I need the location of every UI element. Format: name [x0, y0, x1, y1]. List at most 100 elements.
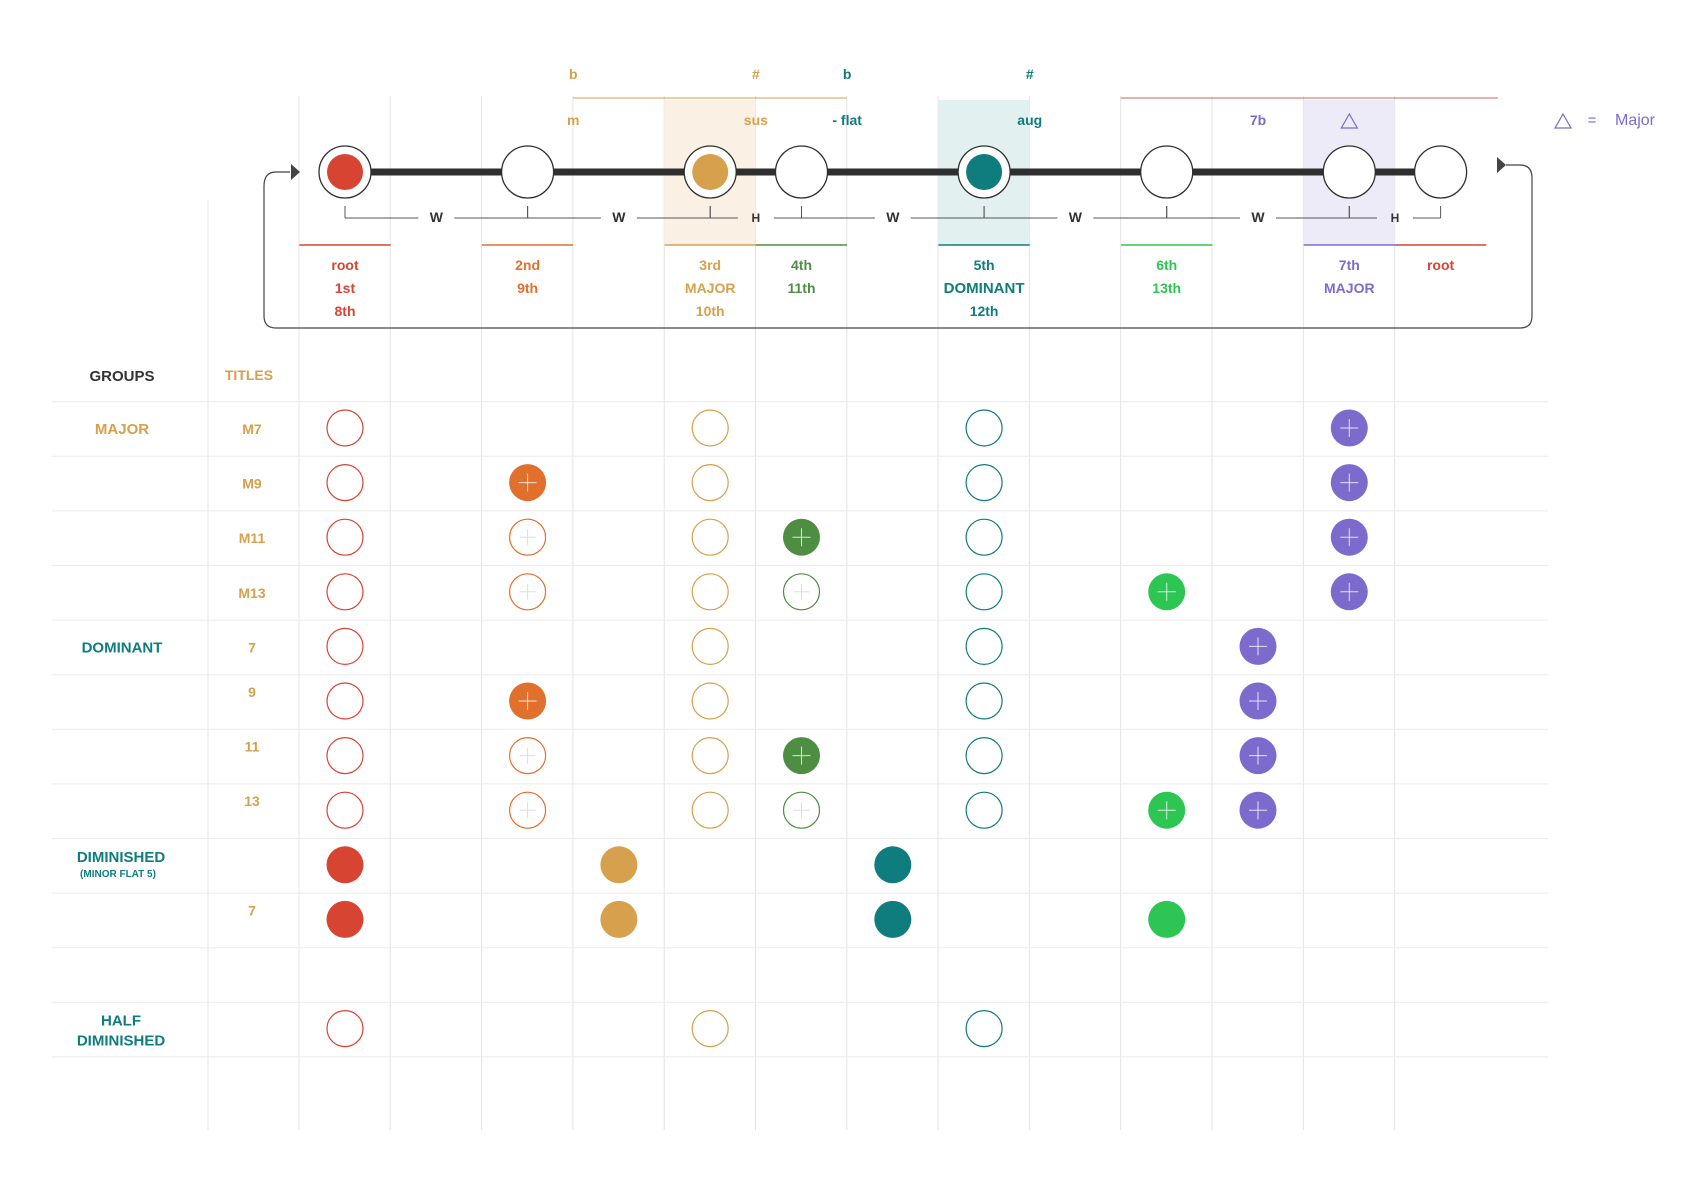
accidental-label: b	[569, 66, 578, 82]
chord-title: 11	[245, 739, 260, 755]
chord-tone	[691, 409, 729, 447]
chord-row	[326, 518, 1368, 556]
chord-tone	[965, 573, 1003, 611]
degree-label: 1st	[335, 280, 356, 296]
tone-outline-circle	[965, 573, 1003, 611]
scale-note	[1140, 145, 1194, 199]
degree-label: root	[331, 257, 359, 273]
chord-tone	[1148, 791, 1186, 829]
scale-note	[683, 145, 737, 199]
step-label: H	[752, 211, 761, 225]
chord-tone	[1330, 464, 1368, 502]
chord-title: M7	[242, 421, 262, 437]
chord-tone	[691, 573, 729, 611]
group-label: MAJOR	[95, 421, 149, 438]
scale-note	[774, 145, 829, 199]
degree-label: 10th	[696, 303, 725, 319]
chord-tone	[965, 518, 1003, 556]
legend-label: Major	[1615, 112, 1656, 129]
scale-note-ring	[1413, 145, 1468, 199]
accidental-label: #	[1026, 66, 1034, 82]
chord-tone	[508, 736, 547, 775]
degree-label: 13th	[1152, 280, 1181, 296]
scale-note	[1413, 145, 1468, 199]
chord-tone	[691, 736, 729, 775]
chord-tone	[600, 900, 638, 938]
tone-outline-circle	[691, 464, 729, 502]
scale-note	[318, 145, 372, 199]
chord-row	[326, 573, 1368, 611]
tone-outline-circle	[326, 1009, 364, 1048]
chord-tone	[691, 682, 729, 720]
chord-tone	[1148, 573, 1186, 611]
group-sublabel: (MINOR FLAT 5)	[80, 869, 156, 880]
chord-title: M13	[238, 585, 265, 601]
chord-tone	[691, 627, 729, 666]
chord-tone	[783, 737, 820, 775]
degree-label: 6th	[1156, 257, 1177, 273]
chord-tone	[965, 682, 1003, 720]
chord-tone	[965, 791, 1003, 829]
step-label: W	[1069, 209, 1083, 225]
tone-outline-circle	[965, 736, 1003, 775]
tone-outline-circle	[326, 573, 364, 611]
modifier-label: 7b	[1250, 112, 1266, 128]
chord-tone	[326, 627, 364, 666]
degree-label: MAJOR	[1324, 280, 1375, 296]
tone-outline-circle	[691, 409, 729, 447]
tone-outline-circle	[326, 682, 364, 720]
chord-tone	[509, 682, 547, 720]
scale-note-ring	[1140, 145, 1194, 199]
scale-note	[1322, 145, 1376, 199]
chord-tone	[326, 736, 364, 775]
degree-label: 3rd	[699, 257, 721, 273]
tone-outline-circle	[691, 518, 729, 556]
modifier-label: aug	[1017, 112, 1042, 128]
chord-tone	[691, 518, 729, 556]
tone-filled-circle	[1148, 900, 1186, 938]
tone-outline-circle	[691, 736, 729, 775]
legend-triangle-icon	[1553, 112, 1573, 129]
chord-tone	[691, 464, 729, 502]
tone-filled-circle	[600, 900, 638, 938]
degree-label: 9th	[517, 280, 538, 296]
degree-label: 2nd	[515, 257, 540, 273]
chord-tone	[1239, 791, 1277, 829]
modifier-label: m	[567, 112, 579, 128]
chord-row	[326, 900, 1186, 938]
tone-outline-circle	[691, 1009, 729, 1048]
chord-tone	[691, 791, 729, 829]
tone-filled-circle	[874, 846, 912, 884]
chord-title: 7	[248, 639, 256, 655]
accidental-label: b	[843, 66, 852, 82]
chord-tone	[874, 900, 912, 938]
tone-outline-circle	[965, 464, 1003, 502]
chord-tone	[783, 518, 820, 556]
degree-label: root	[1427, 257, 1455, 273]
chord-tone	[965, 409, 1003, 447]
scale-note-ring	[500, 145, 555, 199]
triangle-icon	[1340, 112, 1359, 129]
group-label-line2: DIMINISHED	[77, 1033, 166, 1050]
tone-outline-circle	[326, 627, 364, 666]
loop-arrow-line	[263, 164, 1533, 329]
chord-tone	[782, 791, 821, 829]
tone-outline-circle	[691, 791, 729, 829]
chord-title: M11	[239, 530, 266, 546]
chord-row	[326, 846, 912, 884]
group-label: DOMINANT	[82, 639, 163, 656]
chord-tone	[326, 1009, 364, 1048]
chord-tone	[965, 627, 1003, 666]
tone-outline-circle	[965, 627, 1003, 666]
scale-note	[500, 145, 555, 199]
tone-outline-circle	[326, 409, 364, 447]
tone-outline-circle	[326, 464, 364, 502]
chord-row	[326, 682, 1277, 720]
step-bracket	[1348, 206, 1442, 219]
chord-tone	[1239, 682, 1277, 720]
step-label: H	[1391, 211, 1400, 225]
degree-label: 11th	[787, 280, 815, 296]
chord-tone	[965, 1009, 1003, 1048]
chord-tone	[326, 682, 364, 720]
scale-note-fill	[327, 154, 363, 190]
